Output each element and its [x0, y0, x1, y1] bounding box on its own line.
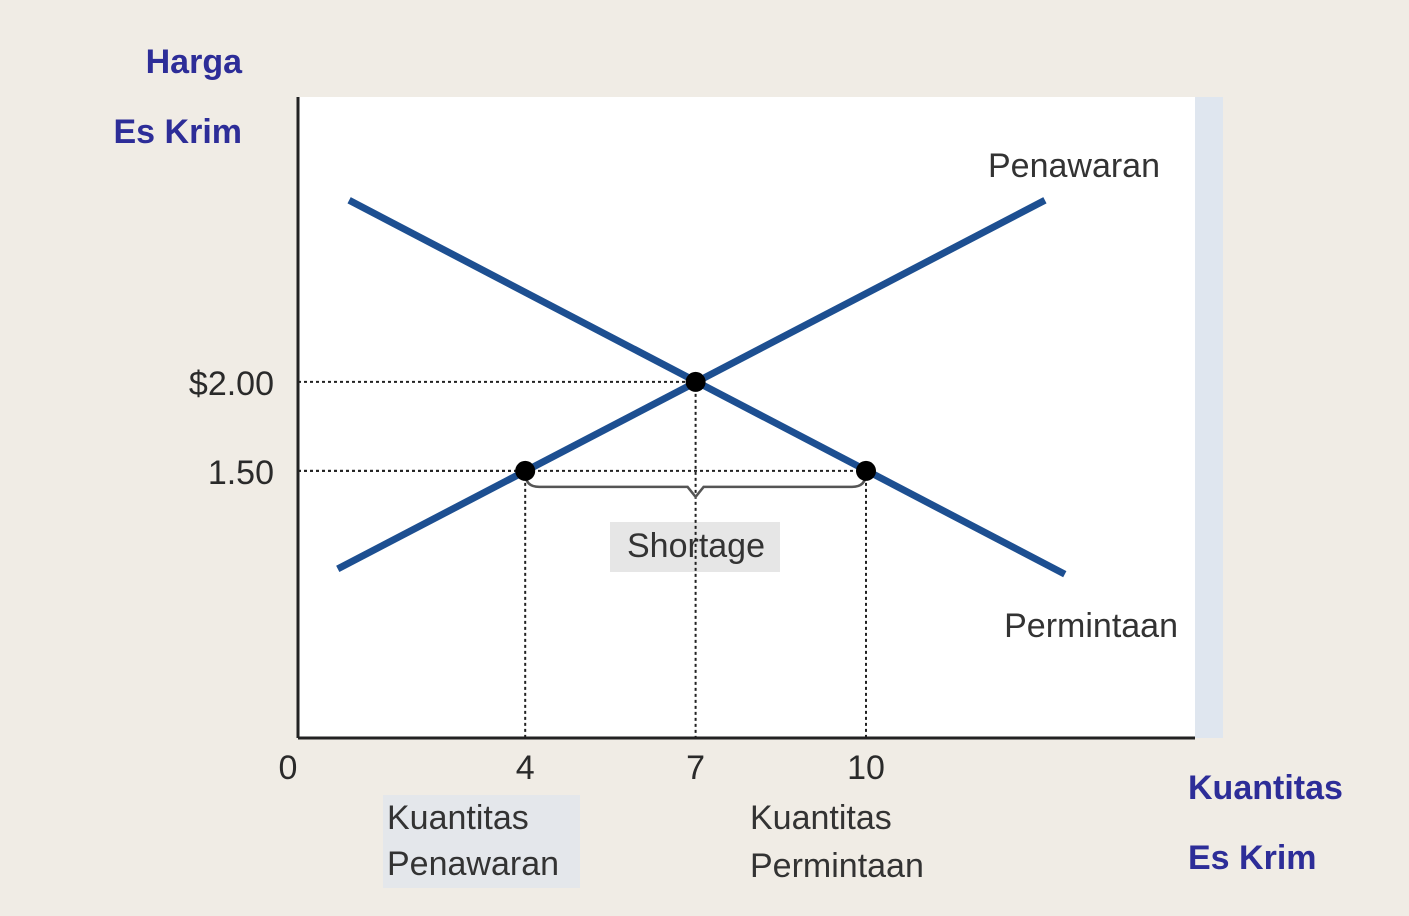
quantity-label: Penawaran — [387, 845, 559, 883]
quantity-label: Kuantitas — [750, 799, 892, 837]
shortage-bracket — [523, 472, 868, 499]
y-axis-label: Es Krim — [114, 113, 243, 151]
y-tick-label: 1.50 — [208, 454, 274, 492]
quantity-label: Permintaan — [750, 847, 924, 885]
point — [856, 460, 876, 481]
x-tick-label: 7 — [686, 749, 705, 787]
x-tick-label: 4 — [516, 749, 535, 787]
x-axis-label: Es Krim — [1188, 839, 1317, 877]
point — [685, 371, 706, 392]
y-tick-label: $2.00 — [189, 365, 274, 403]
plot-shadow — [1195, 97, 1223, 738]
curve-label: Penawaran — [988, 147, 1160, 185]
x-tick-label: 10 — [847, 749, 885, 787]
quantity-label: Kuantitas — [387, 799, 529, 837]
y-axis-label: Harga — [146, 43, 243, 81]
x-tick-label: 0 — [279, 749, 298, 787]
curve-label: Permintaan — [1004, 607, 1178, 645]
point — [515, 460, 536, 481]
curve — [347, 197, 1067, 578]
x-axis-label: Kuantitas — [1188, 769, 1343, 807]
label-box — [383, 795, 580, 888]
